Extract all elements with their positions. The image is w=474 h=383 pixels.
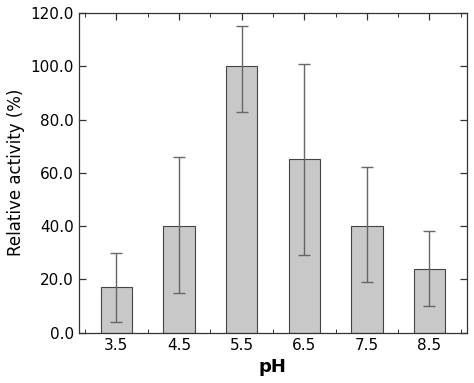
Y-axis label: Relative activity (%): Relative activity (%) (7, 89, 25, 257)
Bar (414, 269, 445, 333)
X-axis label: pH: pH (259, 358, 287, 376)
Bar (351, 226, 383, 333)
Bar (226, 66, 257, 333)
Bar (289, 159, 320, 333)
Bar (163, 226, 195, 333)
Bar (100, 287, 132, 333)
